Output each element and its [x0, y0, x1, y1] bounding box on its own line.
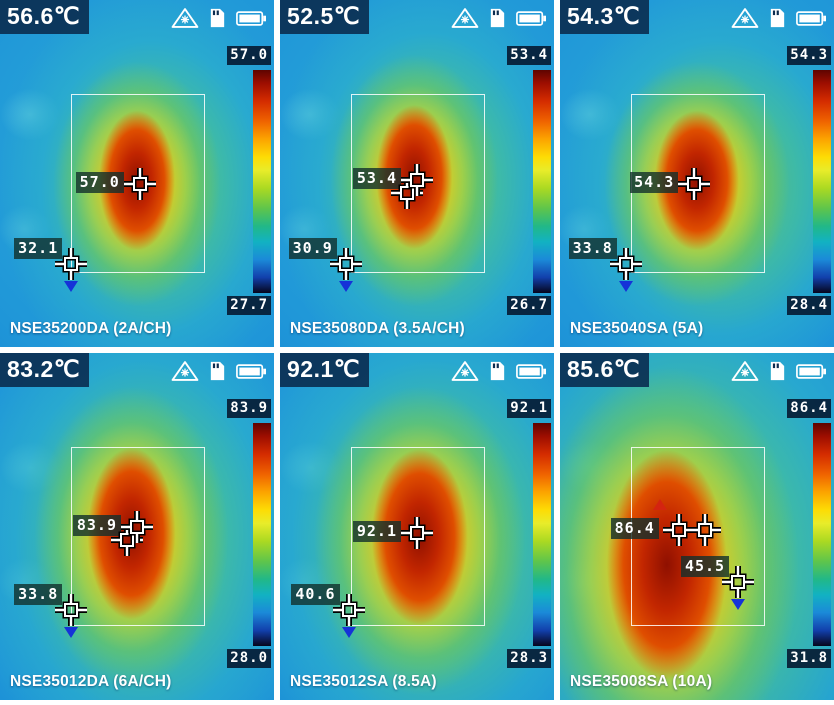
temperature-reading: 92.1℃ — [280, 353, 370, 387]
thermal-panel: 53.4 30.9 52.5℃ 53.4 26.7 NSE35080DA (3.… — [280, 0, 554, 347]
cold-spot-temp-label: 32.1 — [14, 237, 63, 259]
thermal-panel: 54.3 33.8 54.3℃ 54.3 28.4 NSE35040SA (5A… — [560, 0, 834, 347]
measurement-area-box — [71, 93, 205, 273]
down-arrow-icon — [618, 280, 633, 292]
status-icons — [451, 7, 546, 29]
crosshair-icon — [120, 510, 154, 544]
memory-card-icon — [489, 8, 506, 28]
crosshair-icon — [329, 247, 363, 281]
memory-card-icon — [209, 8, 226, 28]
color-scale-bar — [813, 70, 831, 293]
crosshair-icon — [662, 513, 696, 547]
color-scale-bar — [253, 70, 271, 293]
down-arrow-icon — [64, 280, 79, 292]
thermal-panel: 86.4 45.5 85.6℃ 86.4 31.8 NSE35008SA (10… — [560, 353, 834, 700]
crosshair-icon — [123, 167, 157, 201]
crosshair-icon — [609, 247, 643, 281]
memory-card-icon — [209, 361, 226, 381]
scale-min-label: 28.3 — [507, 648, 551, 668]
scale-min-label: 26.7 — [507, 295, 551, 315]
temperature-reading: 54.3℃ — [560, 0, 650, 34]
cold-spot-temp-label: 33.8 — [14, 583, 63, 605]
model-label: NSE35008SA (10A) — [570, 673, 713, 690]
color-scale-bar — [813, 423, 831, 646]
hot-spot-temp-label: 53.4 — [352, 168, 401, 190]
model-label: NSE35012DA (6A/CH) — [10, 673, 172, 690]
memory-card-icon — [489, 361, 506, 381]
temperature-reading: 56.6℃ — [0, 0, 90, 34]
scale-max-label: 92.1 — [507, 399, 551, 419]
down-arrow-icon — [731, 599, 746, 611]
crosshair-icon — [54, 593, 88, 627]
temperature-reading: 85.6℃ — [560, 353, 650, 387]
scale-max-label: 83.9 — [227, 399, 271, 419]
memory-card-icon — [769, 361, 786, 381]
laser-warning-icon — [171, 7, 199, 29]
thermal-panel: 83.9 33.8 83.2℃ 83.9 28.0 NSE35012DA (6A… — [0, 353, 274, 700]
scale-min-label: 28.0 — [227, 648, 271, 668]
up-arrow-icon — [652, 498, 667, 510]
laser-warning-icon — [171, 360, 199, 382]
scale-max-label: 86.4 — [787, 399, 831, 419]
battery-icon — [516, 364, 546, 379]
down-arrow-icon — [64, 626, 79, 638]
status-icons — [171, 7, 266, 29]
measurement-area-box — [351, 446, 485, 626]
thermal-panel: 57.0 32.1 56.6℃ 57.0 27.7 NSE35200DA (2A… — [0, 0, 274, 347]
scale-max-label: 57.0 — [227, 46, 271, 66]
battery-icon — [516, 11, 546, 26]
scale-min-label: 27.7 — [227, 295, 271, 315]
battery-icon — [236, 364, 266, 379]
hot-spot-temp-label: 57.0 — [75, 171, 124, 193]
crosshair-icon — [677, 167, 711, 201]
status-icons — [171, 360, 266, 382]
laser-warning-icon — [731, 7, 759, 29]
crosshair-icon — [400, 163, 434, 197]
hot-spot-temp-label: 54.3 — [630, 171, 679, 193]
laser-warning-icon — [451, 360, 479, 382]
scale-max-label: 54.3 — [787, 46, 831, 66]
hot-spot-temp-label: 86.4 — [610, 517, 659, 539]
scale-min-label: 28.4 — [787, 295, 831, 315]
crosshair-icon — [332, 593, 366, 627]
color-scale-bar — [533, 70, 551, 293]
status-icons — [451, 360, 546, 382]
model-label: NSE35012SA (8.5A) — [290, 673, 437, 690]
measurement-area-box — [351, 93, 485, 273]
model-label: NSE35040SA (5A) — [570, 320, 704, 337]
battery-icon — [796, 11, 826, 26]
temperature-reading: 52.5℃ — [280, 0, 370, 34]
model-label: NSE35200DA (2A/CH) — [10, 320, 172, 337]
scale-min-label: 31.8 — [787, 648, 831, 668]
cold-spot-temp-label: 33.8 — [568, 237, 617, 259]
battery-icon — [796, 364, 826, 379]
status-icons — [731, 360, 826, 382]
model-label: NSE35080DA (3.5A/CH) — [290, 320, 465, 337]
cold-spot-temp-label: 40.6 — [291, 583, 340, 605]
scale-max-label: 53.4 — [507, 46, 551, 66]
crosshair-icon — [400, 516, 434, 550]
crosshair-icon — [721, 565, 755, 599]
hot-spot-temp-label: 92.1 — [352, 521, 401, 543]
memory-card-icon — [769, 8, 786, 28]
cold-spot-temp-label: 30.9 — [288, 237, 337, 259]
crosshair-icon — [54, 247, 88, 281]
cold-spot-temp-label: 45.5 — [680, 556, 730, 578]
color-scale-bar — [533, 423, 551, 646]
battery-icon — [236, 11, 266, 26]
temperature-reading: 83.2℃ — [0, 353, 90, 387]
hot-spot-temp-label: 83.9 — [72, 514, 121, 536]
thermal-panel: 92.1 40.6 92.1℃ 92.1 28.3 NSE35012SA (8.… — [280, 353, 554, 700]
laser-warning-icon — [731, 360, 759, 382]
measurement-area-box — [71, 446, 205, 626]
status-icons — [731, 7, 826, 29]
color-scale-bar — [253, 423, 271, 646]
laser-warning-icon — [451, 7, 479, 29]
down-arrow-icon — [338, 280, 353, 292]
down-arrow-icon — [341, 626, 356, 638]
